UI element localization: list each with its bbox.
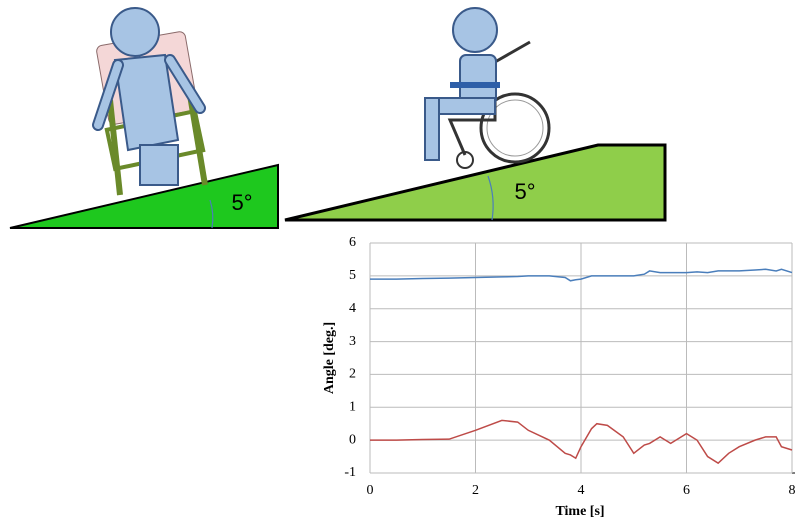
angle-label: 5°: [231, 190, 252, 215]
figure: 5° 5° Time [s] Angle [deg.] -1 0 1 2 3 4 5 6 0 2 4…: [0, 0, 795, 524]
y-tick-label: 0: [349, 432, 356, 447]
angle-label: 5°: [514, 179, 535, 204]
y-tick-label: -1: [344, 465, 356, 480]
x-tick-label: 6: [683, 483, 690, 498]
x-tick-label: 8: [789, 483, 795, 498]
x-axis-label: Time [s]: [555, 504, 604, 519]
x-tick-label: 2: [472, 483, 479, 498]
right-illustration: [285, 8, 665, 220]
y-tick-label: 6: [349, 235, 356, 250]
x-tick-label: 0: [367, 483, 374, 498]
y-axis-label: Angle [deg.]: [322, 322, 337, 394]
y-tick-label: 1: [349, 400, 356, 415]
x-tick-label: 4: [578, 483, 585, 498]
y-tick-label: 3: [349, 334, 356, 349]
y-tick-label: 2: [349, 367, 356, 382]
y-tick-label: 5: [349, 268, 356, 283]
y-tick-label: 4: [349, 301, 356, 316]
